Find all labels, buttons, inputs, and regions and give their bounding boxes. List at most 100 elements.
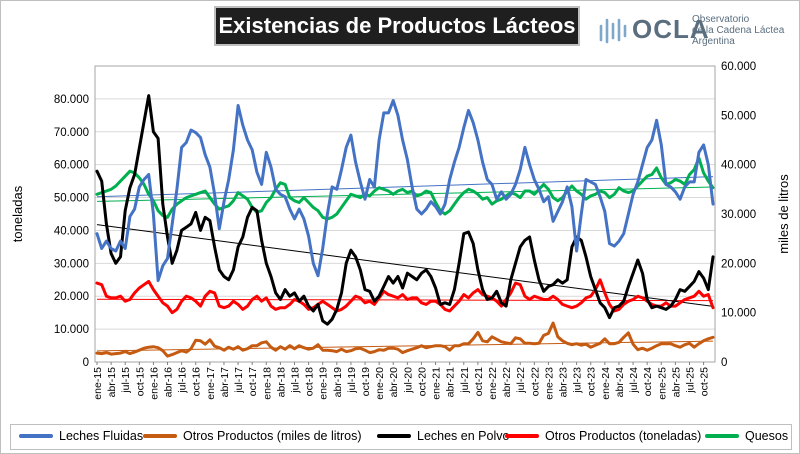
left-tick-label: 30.000 xyxy=(54,258,89,270)
legend-item-quesos: Quesos xyxy=(705,429,788,443)
legend-label: Leches en Polvo xyxy=(417,429,510,443)
legend-label: Leches Fluidas xyxy=(59,429,144,443)
x-tick-label: jul-16 xyxy=(177,367,189,394)
x-tick-label: oct-20 xyxy=(416,367,428,396)
x-tick-label: abr-22 xyxy=(501,367,513,398)
left-tick-label: 70.000 xyxy=(54,127,89,139)
x-tick-label: abr-15 xyxy=(106,367,118,398)
logo-line-1: Observatorio xyxy=(692,14,750,25)
x-tick-label: abr-19 xyxy=(332,367,344,398)
x-tick-label: jul-19 xyxy=(346,367,358,394)
x-tick-label: oct-19 xyxy=(360,367,372,396)
x-tick-label: ene-17 xyxy=(205,367,217,400)
left-tick-label: 10.000 xyxy=(54,324,89,336)
x-tick-label: abr-21 xyxy=(445,367,457,398)
legend-label: Quesos xyxy=(745,429,789,443)
right-tick-label: 20.000 xyxy=(721,258,756,270)
x-tick-label: oct-23 xyxy=(586,367,598,396)
wave-icon xyxy=(599,18,627,44)
x-tick-label: abr-16 xyxy=(163,367,175,398)
series-line-otros-productos-miles-de-litros xyxy=(95,321,715,358)
left-tick-label: 50.000 xyxy=(54,193,89,205)
right-tick-label: 40.000 xyxy=(721,160,756,172)
x-tick-label: ene-24 xyxy=(600,367,612,400)
x-tick-label: jul-21 xyxy=(459,367,471,394)
x-tick-label: oct-15 xyxy=(134,367,146,396)
x-tick-label: jul-25 xyxy=(684,367,696,394)
x-tick-label: jul-15 xyxy=(120,367,132,394)
left-axis-ticks: 0 10.000 20.000 30.000 40.000 50.000 60.000 70.… xyxy=(54,94,89,369)
x-tick-label: oct-17 xyxy=(247,367,259,396)
right-tick-label: 0 xyxy=(721,357,727,369)
x-tick-label: ene-19 xyxy=(318,367,330,400)
series-lines xyxy=(95,94,715,358)
right-tick-label: 60.000 xyxy=(721,61,756,73)
x-tick-label: ene-22 xyxy=(487,367,499,400)
legend-item-leches-en-polvo: Leches en Polvo xyxy=(377,429,509,443)
x-tick-label: abr-24 xyxy=(614,367,626,398)
legend-swatch xyxy=(19,434,53,438)
left-tick-label: 20.000 xyxy=(54,291,89,303)
x-tick-label: jul-17 xyxy=(233,367,245,394)
x-tick-label: oct-25 xyxy=(699,367,711,396)
right-axis-title: miles de litros xyxy=(776,174,791,254)
x-tick-label: oct-16 xyxy=(191,367,203,396)
x-tick-label: jul-20 xyxy=(402,367,414,394)
x-tick-label: oct-22 xyxy=(529,367,541,396)
legend-item-otros-productos-litros: Otros Productos (miles de litros) xyxy=(143,429,362,443)
series-line-leches-en-polvo xyxy=(95,94,715,326)
x-tick-label: abr-18 xyxy=(275,367,287,398)
right-axis-ticks: 0 10.000 20.000 30.000 40.000 50.000 60.000 xyxy=(721,61,756,369)
logo-wordmark: OCLA xyxy=(632,14,710,44)
series-line-leches-fluidas xyxy=(95,99,715,283)
x-tick-label: abr-20 xyxy=(388,367,400,398)
x-axis-ticks: ene-15 abr-15 jul-15 oct-15 ene-16 abr-16 jul-… xyxy=(92,362,711,400)
plot-area-border xyxy=(94,65,716,363)
ocla-logo: OCLA Observatorio de la Cadena Láctea Ar… xyxy=(598,10,798,56)
legend-label: Otros Productos (toneladas) xyxy=(545,429,702,443)
x-tick-label: abr-17 xyxy=(219,367,231,398)
right-tick-label: 30.000 xyxy=(721,209,756,221)
legend-swatch xyxy=(705,434,739,438)
left-tick-label: 0 xyxy=(83,357,89,369)
x-tick-label: ene-16 xyxy=(148,367,160,400)
x-tick-label: jul-18 xyxy=(289,367,301,394)
series-line-otros-productos-toneladas xyxy=(95,278,715,315)
legend: Leches Fluidas Otros Productos (miles de… xyxy=(10,424,792,450)
logo-line-2: de la Cadena Láctea xyxy=(692,25,785,36)
chart-title: Existencias de Productos Lácteos xyxy=(214,6,580,46)
x-tick-label: oct-21 xyxy=(473,367,485,396)
legend-label: Otros Productos (miles de litros) xyxy=(183,429,362,443)
trend-line-leches-en-polvo xyxy=(96,224,714,307)
trend-line-otros-productos-toneladas xyxy=(96,298,714,302)
gridlines xyxy=(95,98,715,330)
series-line-quesos xyxy=(95,156,715,221)
x-tick-label: ene-18 xyxy=(261,367,273,400)
logo-line-3: Argentina xyxy=(692,36,735,47)
chart-plot: 0 10.000 20.000 30.000 40.000 50.000 60.000 70.… xyxy=(10,61,791,400)
legend-swatch xyxy=(505,434,539,438)
x-tick-label: jul-22 xyxy=(515,367,527,394)
x-tick-label: ene-25 xyxy=(656,367,668,400)
x-tick-label: abr-23 xyxy=(558,367,570,398)
x-tick-label: abr-25 xyxy=(670,367,682,398)
legend-item-otros-productos-toneladas: Otros Productos (toneladas) xyxy=(505,429,701,443)
left-axis-title: toneladas xyxy=(10,185,25,242)
x-tick-label: ene-21 xyxy=(431,367,443,400)
legend-swatch xyxy=(143,434,177,438)
x-tick-label: ene-15 xyxy=(92,367,104,400)
legend-item-leches-fluidas: Leches Fluidas xyxy=(19,429,143,443)
x-tick-label: ene-20 xyxy=(374,367,386,400)
trend-line-quesos xyxy=(96,186,714,202)
left-tick-label: 60.000 xyxy=(54,160,89,172)
right-tick-label: 10.000 xyxy=(721,308,756,320)
left-tick-label: 80.000 xyxy=(54,94,89,106)
right-tick-label: 50.000 xyxy=(721,110,756,122)
left-tick-label: 40.000 xyxy=(54,225,89,237)
x-tick-label: jul-23 xyxy=(572,367,584,394)
x-tick-label: ene-23 xyxy=(543,367,555,400)
x-tick-label: jul-24 xyxy=(628,367,640,394)
x-tick-label: oct-18 xyxy=(304,367,316,396)
legend-swatch xyxy=(377,434,411,438)
